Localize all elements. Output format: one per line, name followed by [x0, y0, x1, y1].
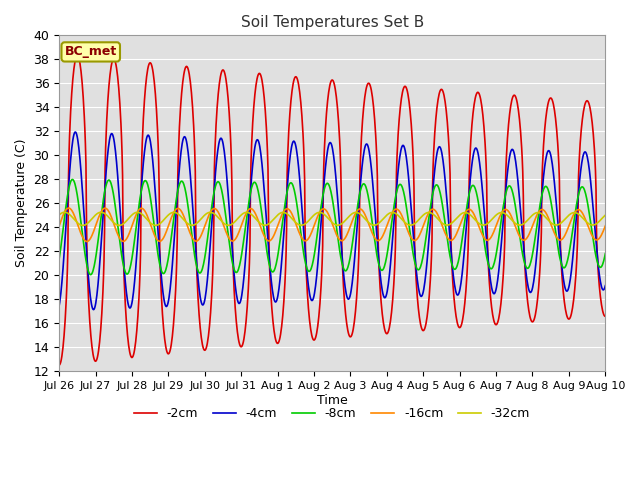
-8cm	[492, 252, 500, 258]
Line: -8cm: -8cm	[59, 180, 605, 275]
Legend: -2cm, -4cm, -8cm, -16cm, -32cm: -2cm, -4cm, -8cm, -16cm, -32cm	[129, 402, 535, 425]
-16cm	[277, 214, 285, 219]
-4cm	[112, 154, 120, 159]
Line: -32cm: -32cm	[59, 212, 605, 226]
-16cm	[602, 223, 609, 229]
-4cm	[602, 283, 609, 288]
-4cm	[297, 190, 305, 196]
-16cm	[112, 227, 120, 233]
-4cm	[431, 162, 439, 168]
-32cm	[55, 212, 63, 218]
-32cm	[602, 212, 609, 218]
-32cm	[61, 209, 68, 215]
-2cm	[602, 313, 609, 319]
-2cm	[55, 362, 63, 368]
-2cm	[431, 130, 438, 136]
-2cm	[276, 332, 284, 337]
-32cm	[112, 221, 120, 227]
-32cm	[492, 212, 500, 218]
-16cm	[65, 205, 72, 211]
-4cm	[72, 129, 79, 135]
X-axis label: Time: Time	[317, 394, 348, 407]
Line: -4cm: -4cm	[59, 132, 605, 310]
-32cm	[431, 213, 439, 219]
-16cm	[55, 223, 63, 229]
-2cm	[482, 150, 490, 156]
-8cm	[277, 229, 285, 235]
-16cm	[431, 208, 439, 214]
-8cm	[112, 209, 120, 215]
-8cm	[483, 252, 490, 257]
-16cm	[297, 233, 305, 239]
Text: BC_met: BC_met	[65, 46, 117, 59]
-4cm	[277, 265, 285, 271]
Line: -16cm: -16cm	[59, 208, 605, 241]
-8cm	[87, 272, 95, 277]
-16cm	[83, 239, 91, 244]
-32cm	[277, 210, 285, 216]
-32cm	[297, 222, 305, 228]
Line: -2cm: -2cm	[59, 55, 605, 365]
-8cm	[297, 230, 305, 236]
-4cm	[55, 303, 63, 309]
-16cm	[483, 237, 490, 243]
-16cm	[492, 223, 500, 229]
-8cm	[602, 251, 609, 256]
-8cm	[55, 256, 63, 262]
-4cm	[483, 233, 490, 239]
-32cm	[79, 223, 86, 228]
-4cm	[90, 307, 97, 312]
Title: Soil Temperatures Set B: Soil Temperatures Set B	[241, 15, 424, 30]
-4cm	[492, 287, 500, 293]
-32cm	[483, 221, 490, 227]
-2cm	[296, 94, 304, 100]
-2cm	[111, 60, 119, 65]
-8cm	[68, 177, 76, 182]
Y-axis label: Soil Temperature (C): Soil Temperature (C)	[15, 139, 28, 267]
-2cm	[492, 322, 499, 327]
-2cm	[74, 52, 81, 58]
-8cm	[431, 183, 439, 189]
